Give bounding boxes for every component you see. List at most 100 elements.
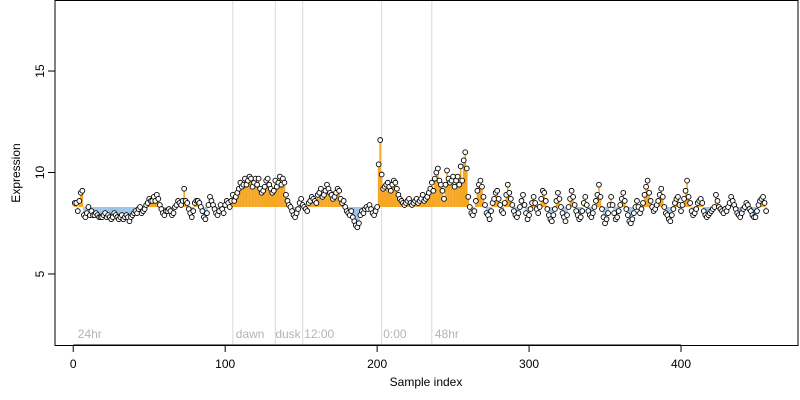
data-point [199,208,206,214]
data-point [462,149,469,156]
data-point [570,194,576,200]
data-point [501,200,508,206]
data-point [669,212,675,218]
data-point [661,204,668,210]
data-point [515,210,522,216]
data-point [583,202,590,208]
data-point [521,202,528,208]
data-point [577,214,584,220]
data-point [76,198,83,204]
data-point [620,189,627,196]
x-tick-label: 0 [70,357,77,371]
x-tick-label: 100 [215,357,235,371]
data-point [631,210,637,216]
data-point [473,198,479,204]
data-point [392,179,399,186]
data-point [640,200,646,206]
data-point [74,208,81,214]
data-point [608,194,614,200]
data-point [542,198,549,204]
data-point [460,157,467,164]
data-point [562,218,569,225]
data-point [754,208,760,214]
y-axis: 5 10 15 [33,64,56,277]
data-point [517,204,523,210]
data-point [684,177,690,184]
data-point [623,206,630,212]
data-point [675,194,681,200]
data-point [451,183,458,190]
event-annotations: 24hr dawn dusk 12:00 0:00 48hr [78,327,459,341]
data-point [536,204,543,210]
data-point [667,218,674,225]
data-point [375,161,382,168]
data-point [491,196,497,202]
data-point [558,204,564,210]
data-point [188,214,195,220]
data-point [591,204,598,210]
data-point [466,204,473,210]
data-point [679,202,686,208]
data-point [646,189,652,196]
data-point [137,204,143,210]
data-point [714,198,721,204]
y-tick-label: 15 [33,64,47,78]
data-point [530,194,537,200]
event-lines [232,1,433,344]
data-point [181,185,188,192]
data-point [432,175,438,182]
data-point [394,185,400,192]
data-point [609,202,616,208]
data-point [190,208,197,214]
data-point [318,185,324,192]
data-point [261,183,268,190]
data-point [564,212,570,218]
baseline-segments [73,140,767,228]
data-point [298,196,304,202]
data-point [761,200,768,206]
data-point [509,202,516,208]
data-point [430,187,437,194]
data-point [603,216,610,223]
data-point [599,206,605,212]
data-point [254,181,260,188]
data-point [579,208,586,214]
data-point [348,208,355,214]
data-point [699,200,706,206]
data-point [634,198,640,204]
y-axis-title: Expression [9,143,23,202]
data-point [479,183,485,190]
annotation-1: dawn [236,327,265,341]
data-point [518,198,525,204]
data-point [711,204,718,210]
data-point [621,198,628,204]
data-point [682,187,689,194]
data-point [444,167,450,174]
data-point [184,200,191,206]
data-point [439,187,446,194]
data-point [681,196,687,202]
data-point [571,202,578,208]
data-point [155,196,162,202]
data-point [763,208,769,214]
data-point [497,202,504,208]
data-point [550,212,557,218]
data-point [295,206,301,212]
y-tick-label: 5 [33,270,47,277]
data-point [204,210,210,216]
data-points [71,137,769,231]
data-point [378,171,385,178]
data-point [541,189,548,196]
data-point [544,206,551,212]
data-point [474,187,481,194]
data-point [304,208,311,214]
x-axis-title: Sample index [390,375,463,389]
data-point [556,196,563,202]
data-point [374,204,380,210]
x-axis: 0 100 200 300 400 [70,344,691,371]
data-point [377,137,384,143]
data-point [641,191,648,198]
data-point [597,194,604,200]
data-point [480,194,487,200]
data-point [687,200,693,206]
